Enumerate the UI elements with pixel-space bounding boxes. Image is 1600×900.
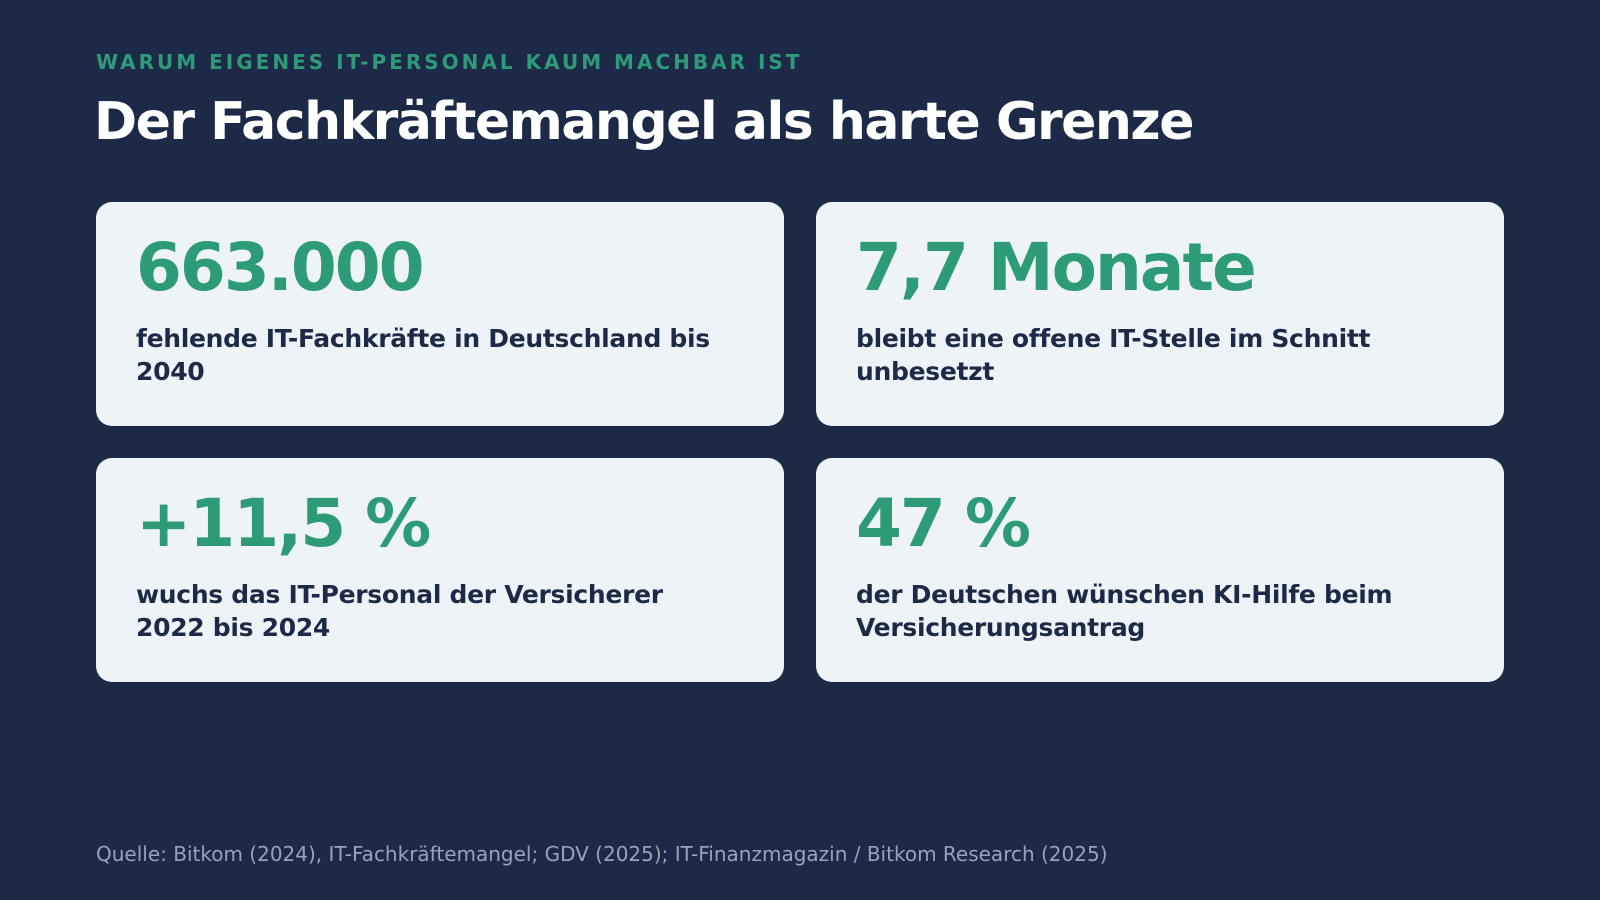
stat-description: der Deutschen wünschen KI-Hilfe beim Ver… — [856, 580, 1393, 642]
stat-value: +11,5 % — [136, 485, 431, 562]
eyebrow-label: WARUM EIGENES IT-PERSONAL KAUM MACHBAR I… — [96, 50, 803, 74]
stat-description: fehlende IT-Fachkräfte in Deutschland bi… — [136, 324, 710, 386]
page-title: Der Fachkräftemangel als harte Grenze — [94, 92, 1194, 152]
stat-description: bleibt eine offene IT-Stelle im Schnitt … — [856, 324, 1371, 386]
stat-value: 47 % — [856, 485, 1031, 562]
source-footnote: Quelle: Bitkom (2024), IT-Fachkräftemang… — [96, 842, 1108, 866]
stat-card-staff-growth: +11,5 % wuchs das IT-Personal der Versic… — [96, 458, 784, 682]
stat-card-it-shortage: 663.000 fehlende IT-Fachkräfte in Deutsc… — [96, 202, 784, 426]
stat-value: 7,7 Monate — [856, 229, 1257, 306]
stat-value: 663.000 — [136, 229, 425, 306]
stat-description: wuchs das IT-Personal der Versicherer 20… — [136, 580, 663, 642]
stat-card-ai-demand: 47 % der Deutschen wünschen KI-Hilfe bei… — [816, 458, 1504, 682]
stat-card-vacancy-duration: 7,7 Monate bleibt eine offene IT-Stelle … — [816, 202, 1504, 426]
